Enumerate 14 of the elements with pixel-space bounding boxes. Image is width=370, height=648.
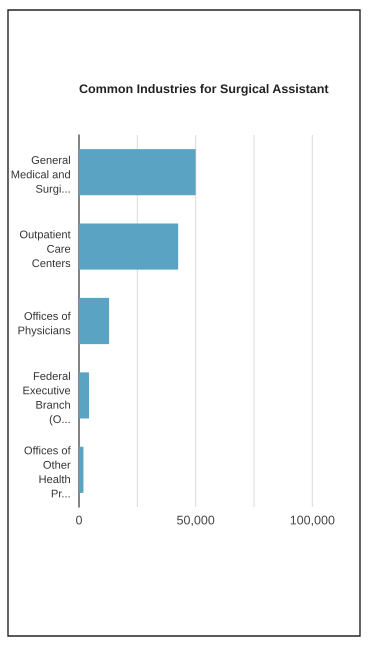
y-tick-label: Outpatient Care Centers bbox=[20, 230, 71, 268]
bar bbox=[79, 149, 196, 196]
x-tick-label: 0 bbox=[76, 516, 82, 525]
bar bbox=[79, 298, 110, 344]
x-tick-label: 100,000 bbox=[290, 516, 334, 526]
y-tick-label: General Medical and Surgi... bbox=[12, 156, 70, 195]
x-tick-label: 50,000 bbox=[177, 516, 214, 526]
y-tick-label: Offices of Other Health Pr... bbox=[24, 446, 71, 498]
y-tick-label: Federal Executive Branch (O... bbox=[23, 372, 70, 426]
bar bbox=[79, 446, 84, 493]
bar bbox=[79, 224, 178, 270]
chart-title: Common Industries for Surgical Assistant bbox=[80, 84, 328, 96]
y-tick-label: Offices of Physicians bbox=[18, 312, 71, 337]
bar bbox=[79, 372, 90, 418]
